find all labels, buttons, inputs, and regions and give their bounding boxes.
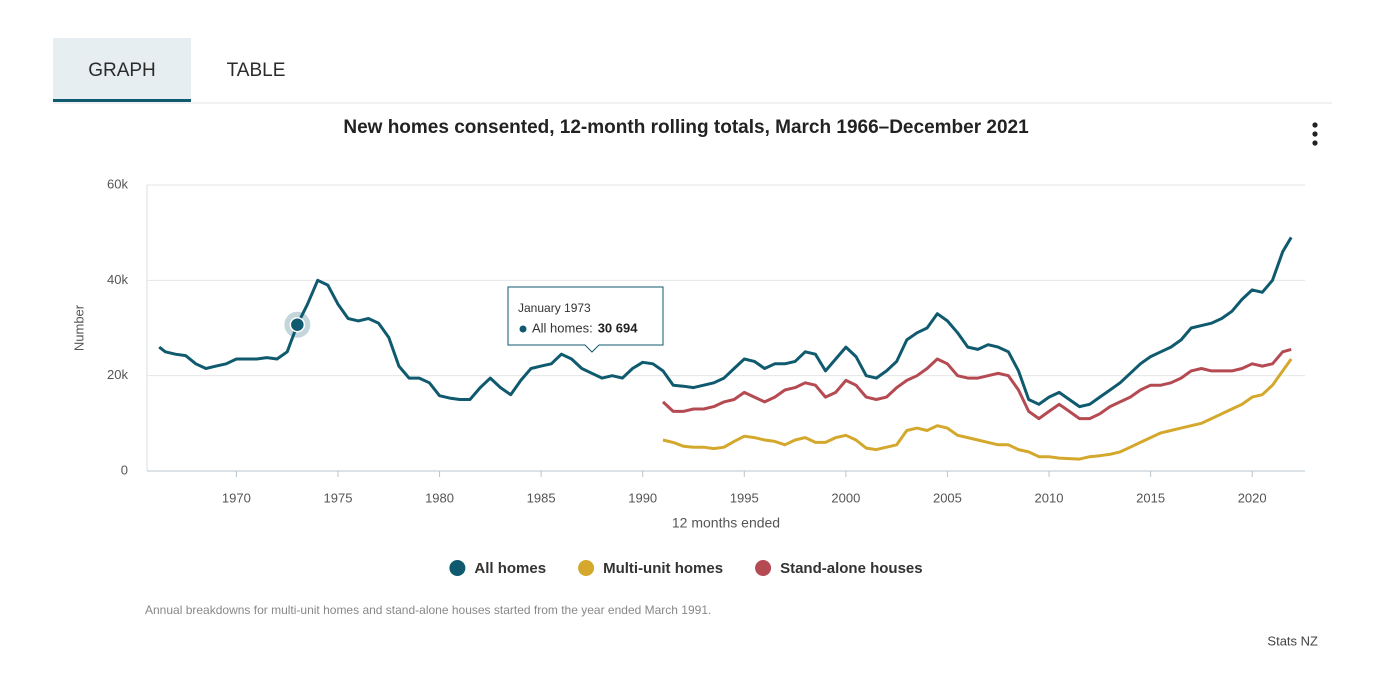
legend-swatch [449, 560, 466, 576]
hover-point [289, 316, 306, 333]
tooltip: January 1973 All homes: 30 694 [284, 286, 664, 353]
tab-graph[interactable]: GRAPH [88, 60, 156, 81]
y-tick-label: 0 [121, 462, 128, 477]
plot: 0 20k 40k 60k 1970 1975 1980 1985 1990 1995 2000 20… [107, 176, 1305, 505]
x-tick-label: 1970 [222, 490, 251, 505]
tab-table[interactable]: TABLE [227, 60, 286, 81]
legend-label: Stand-alone houses [780, 560, 923, 577]
chart-title: New homes consented, 12-month rolling to… [343, 117, 1029, 138]
menu-dot [1312, 140, 1318, 146]
legend-swatch [578, 560, 595, 576]
y-tick-label: 40k [107, 272, 128, 287]
legend-label: Multi-unit homes [603, 560, 723, 577]
active-tab-underline [53, 99, 191, 102]
x-tick-label: 1990 [628, 490, 657, 505]
menu-dot [1312, 131, 1318, 137]
source: Stats NZ [1267, 633, 1318, 648]
legend-item[interactable]: All homes [449, 560, 546, 577]
legend: All homes Multi-unit homes Stand-alone hou… [449, 560, 923, 577]
x-tick-label: 1975 [324, 490, 353, 505]
legend-item[interactable]: Stand-alone houses [755, 560, 923, 577]
tooltip-date: January 1973 [518, 301, 591, 315]
tooltip-swatch [519, 325, 527, 333]
series-line [662, 358, 1293, 461]
x-tick-label: 1980 [425, 490, 454, 505]
y-tick-label: 20k [107, 367, 128, 382]
tooltip-value: 30 694 [598, 320, 639, 335]
x-axis-label: 12 months ended [672, 515, 780, 531]
x-tick-label: 2015 [1136, 490, 1165, 505]
x-tick-label: 2005 [933, 490, 962, 505]
footnote: Annual breakdowns for multi-unit homes a… [145, 603, 711, 617]
x-tick-label: 2010 [1035, 490, 1064, 505]
x-tick-label: 1995 [730, 490, 759, 505]
menu-dot [1312, 122, 1318, 128]
series-line [661, 347, 1292, 421]
y-tick-label: 60k [107, 176, 128, 191]
x-tick-label: 1985 [527, 490, 556, 505]
active-tab-bg [53, 38, 191, 101]
y-axis-label: Number [71, 304, 86, 351]
tooltip-series: All homes: [532, 320, 593, 335]
x-tick-label: 2020 [1238, 490, 1267, 505]
legend-swatch [755, 560, 772, 576]
legend-item[interactable]: Multi-unit homes [578, 560, 723, 577]
menu-button[interactable] [1312, 122, 1318, 146]
legend-label: All homes [474, 560, 546, 577]
x-tick-label: 2000 [831, 490, 860, 505]
tooltip-box [507, 286, 664, 353]
series-line [158, 236, 1293, 409]
